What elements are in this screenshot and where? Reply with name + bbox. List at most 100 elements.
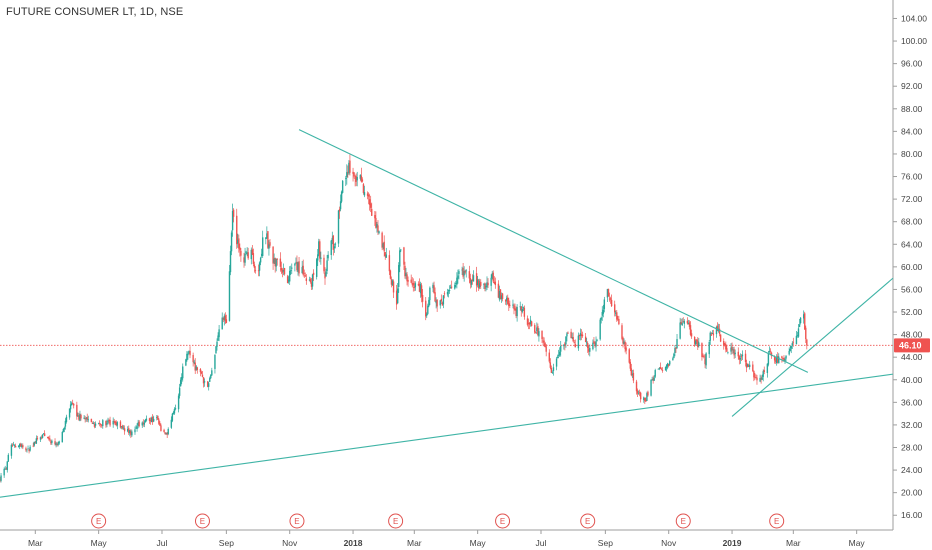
candle (404, 261, 406, 279)
candle (206, 380, 209, 388)
candle (84, 415, 86, 423)
trendlines[interactable] (0, 129, 894, 498)
candle (548, 349, 550, 364)
earnings-marker[interactable]: E (495, 513, 511, 529)
candle (695, 339, 697, 346)
earnings-marker[interactable]: E (580, 513, 596, 529)
candle (544, 341, 546, 348)
candle (573, 339, 575, 344)
candle (421, 289, 424, 308)
candle (483, 283, 485, 289)
candle (697, 337, 699, 350)
y-tick-label: 104.00 (901, 13, 927, 23)
candle (7, 453, 10, 462)
candle (294, 262, 296, 272)
candle (686, 317, 689, 325)
candle (83, 414, 85, 420)
trendline-support[interactable] (0, 373, 894, 498)
candle (163, 428, 165, 433)
candle (310, 278, 313, 291)
candle (268, 240, 270, 256)
candle (645, 397, 647, 403)
y-tick-label: 76.00 (901, 172, 923, 182)
candle (432, 282, 434, 293)
candle (527, 318, 530, 330)
candle (797, 324, 800, 338)
candle (433, 281, 435, 294)
earnings-marker[interactable]: E (769, 513, 785, 529)
candle (320, 251, 322, 265)
candle (113, 418, 115, 425)
candle (472, 270, 475, 282)
trendline-resistance[interactable] (298, 129, 809, 373)
candle (137, 419, 139, 429)
candle (94, 421, 97, 428)
candle (651, 376, 653, 381)
candle (339, 194, 342, 212)
y-tick-label: 80.00 (901, 149, 923, 159)
trendline-rising[interactable] (731, 277, 894, 417)
candle (330, 239, 332, 260)
candle (148, 417, 151, 424)
candle (91, 421, 94, 425)
candle (577, 332, 580, 351)
candle (564, 341, 566, 351)
candle (260, 248, 263, 258)
candle (136, 423, 138, 432)
candle (231, 203, 234, 237)
candle (356, 171, 358, 187)
y-tick-label: 44.00 (901, 352, 923, 362)
x-tick-label: Jul (157, 538, 168, 548)
candle (711, 330, 714, 335)
candle (92, 421, 95, 425)
candle (232, 208, 235, 223)
candle (105, 420, 107, 428)
x-tick-label: Mar (786, 538, 801, 548)
candle (450, 280, 453, 289)
candle (106, 419, 108, 428)
earnings-marker[interactable]: E (194, 513, 210, 529)
candle (463, 266, 465, 282)
candle (739, 353, 742, 364)
earnings-marker[interactable]: E (675, 513, 691, 529)
candle (403, 246, 405, 270)
candle (97, 422, 100, 425)
candle (177, 393, 180, 413)
candle (528, 322, 531, 330)
candle (90, 418, 93, 423)
candle (25, 446, 27, 452)
candle (563, 344, 565, 350)
candle (798, 319, 801, 328)
candle (659, 362, 662, 370)
candle (755, 374, 757, 379)
candle (506, 295, 508, 306)
earnings-label: E (681, 517, 686, 526)
candle (551, 370, 554, 374)
earnings-marker[interactable]: E (289, 513, 305, 529)
candle (250, 247, 252, 265)
candle (629, 359, 631, 372)
candle (13, 444, 16, 448)
x-ticks: Mar May Jul Sep Nov 2018 Mar May Jul Sep Nov 2019 Ma… (28, 530, 865, 548)
candle (406, 271, 408, 286)
candle (188, 350, 190, 355)
candle (610, 294, 613, 308)
candle (477, 278, 480, 291)
candle (712, 329, 715, 341)
candle (776, 354, 778, 366)
candle (734, 349, 736, 359)
candle (491, 270, 493, 280)
candle (781, 355, 783, 363)
candle (368, 193, 371, 211)
candle (737, 347, 739, 360)
candle (108, 418, 110, 424)
candle (647, 390, 649, 397)
earnings-marker[interactable]: E (91, 513, 107, 529)
earnings-marker[interactable]: E (388, 513, 404, 529)
candle (312, 269, 315, 282)
candle (425, 297, 427, 321)
candle (759, 374, 761, 383)
candle (141, 421, 143, 428)
candle (80, 413, 82, 421)
